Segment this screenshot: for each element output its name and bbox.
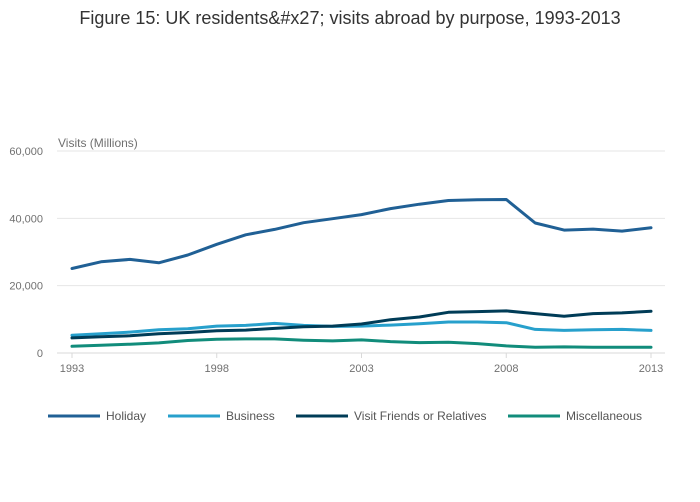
- x-tick-label: 1993: [60, 363, 84, 375]
- y-tick-labels: 0 20,000 40,000 60,000: [9, 146, 43, 360]
- legend-label: Business: [226, 409, 275, 423]
- series-lines: [70, 198, 653, 349]
- y-tick-label: 20,000: [9, 281, 43, 293]
- x-tick-label: 2008: [494, 363, 518, 375]
- legend-label: Visit Friends or Relatives: [354, 409, 487, 423]
- legend-item[interactable]: Holiday: [48, 409, 146, 423]
- legend: Holiday Business Visit Friends or Relative…: [48, 409, 642, 423]
- chart-title: Figure 15: UK residents&#x27; visits abr…: [79, 8, 620, 28]
- series-line-miscellaneous: [70, 337, 653, 349]
- legend-label: Miscellaneous: [566, 409, 642, 423]
- legend-item[interactable]: Visit Friends or Relatives: [296, 409, 487, 423]
- y-axis-label: Visits (Millions): [58, 136, 138, 150]
- legend-label: Holiday: [106, 409, 146, 423]
- series-line-visit-friends-or-relatives: [70, 309, 653, 340]
- x-tick-label: 1998: [205, 363, 229, 375]
- legend-item[interactable]: Miscellaneous: [508, 409, 642, 423]
- gridlines: [57, 150, 665, 287]
- x-tick-label: 2013: [639, 363, 663, 375]
- y-tick-label: 60,000: [9, 146, 43, 158]
- series-line-business: [70, 320, 653, 337]
- x-tick-labels: 1993 1998 2003 2008 2013: [60, 353, 663, 375]
- legend-item[interactable]: Business: [168, 409, 275, 423]
- y-tick-label: 0: [37, 348, 43, 360]
- y-tick-label: 40,000: [9, 213, 43, 225]
- series-line-holiday: [70, 198, 653, 270]
- x-tick-label: 2003: [349, 363, 373, 375]
